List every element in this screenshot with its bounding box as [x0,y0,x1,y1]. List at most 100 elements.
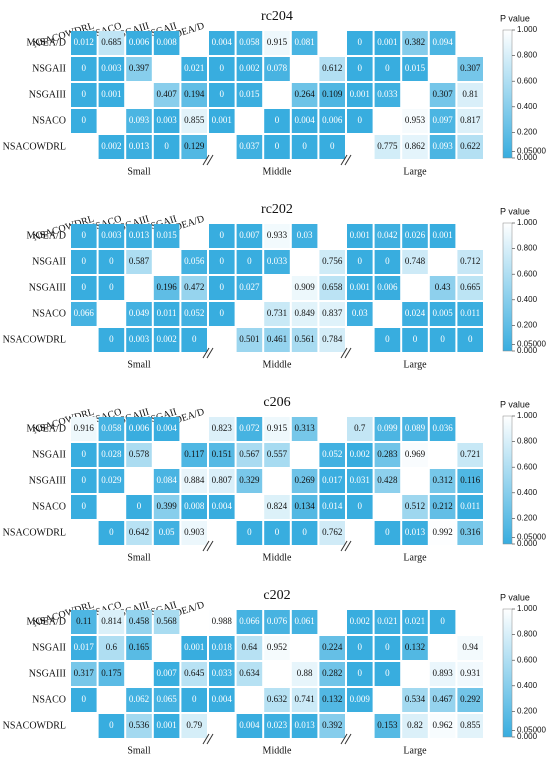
cell-value: 0 [82,115,87,125]
axis-break [206,347,214,359]
colorbar-label: P value [500,399,530,409]
cell-value: 0.099 [377,423,398,433]
cell [236,521,263,545]
cell-value: 0 [220,282,225,292]
cell-value: 0 [220,89,225,99]
cell [291,135,318,159]
cell [429,469,456,493]
cell [374,636,401,660]
cell [319,57,345,81]
cell [98,636,125,660]
colorbar-tick-label: 0.800 [517,437,538,446]
cell [153,714,180,738]
cell-value: 0 [440,616,445,626]
cell [71,31,97,55]
colorbar-tick-label: 0.200 [517,128,538,137]
cell [71,662,97,686]
cell-value: 0.557 [267,449,288,459]
cell-value: 0.88 [297,668,313,678]
cell-value: 0.001 [212,115,232,125]
cell [126,610,152,634]
cell [153,109,180,133]
cell [236,276,263,300]
cell [126,495,152,519]
cell-value: 0.382 [405,37,425,47]
cell [291,224,318,248]
cell-value: 0.001 [350,89,370,99]
cell [126,109,152,133]
cell-value: 0.428 [377,475,398,485]
cell-value: 0 [247,256,252,266]
cell-value: 0.658 [322,282,343,292]
cell [153,610,180,634]
cell-value: 0.062 [129,694,149,704]
cell [71,610,97,634]
cell-value: 0 [109,334,114,344]
cell [347,417,373,441]
cell-value: 0.029 [101,475,122,485]
cell [236,135,263,159]
cell [374,135,401,159]
cell [291,417,318,441]
cell-value: 0.007 [156,668,177,678]
cell [319,495,345,519]
cell [347,31,373,55]
cell [347,662,373,686]
cell [347,224,373,248]
cell-value: 0.903 [184,527,205,537]
cell [291,469,318,493]
cell-value: 0.317 [74,668,95,678]
cell-value: 0.269 [294,475,315,485]
cell-value: 0 [302,141,307,151]
cell-value: 0 [413,334,418,344]
cell-value: 0 [82,282,87,292]
colorbar-tick-label: 0.000 [517,153,538,162]
cell-value: 0.634 [239,668,260,678]
cell [181,636,207,660]
colorbar [502,29,513,159]
cell-value: 0.05 [159,527,175,537]
cell-value: 0.467 [432,694,453,704]
cell [98,135,125,159]
colorbar-tick-label: 1.000 [517,604,538,613]
cell [209,224,235,248]
cell [264,31,290,55]
cell-value: 0.023 [267,720,288,730]
cell-value: 0.282 [322,668,342,678]
cell [402,302,428,326]
cell-value: 0.001 [350,282,370,292]
cell [181,109,207,133]
colorbar-tick-label: 0.200 [517,707,538,716]
cell-value: 0.953 [405,115,426,125]
cell-value: 0.399 [156,501,177,511]
axis-break [206,154,214,166]
cell [71,636,97,660]
cell [153,469,180,493]
cell-value: 0.153 [377,720,398,730]
row-label: NSACO [32,308,66,319]
cell-value: 0.006 [129,37,150,47]
row-label: NSACOWDRL [3,334,66,345]
cell [153,417,180,441]
cell-value: 0.007 [239,230,260,240]
cell-value: 0.014 [322,501,343,511]
group-label: Large [403,745,427,756]
cell-value: 0.093 [129,115,150,125]
group-label: Middle [263,745,292,756]
cell [126,443,152,467]
cell [181,135,207,159]
cell [457,714,483,738]
cell-value: 0.089 [405,423,426,433]
cell [236,662,263,686]
cell [236,224,263,248]
cell [236,610,263,634]
group-label: Large [403,552,427,563]
cell-value: 0.052 [184,308,204,318]
cell [374,250,401,274]
cell-value: 0.012 [74,37,94,47]
cell-value: 0 [302,527,307,537]
cell-value: 0.002 [156,334,176,344]
cell [402,521,428,545]
cell-value: 0.109 [322,89,343,99]
